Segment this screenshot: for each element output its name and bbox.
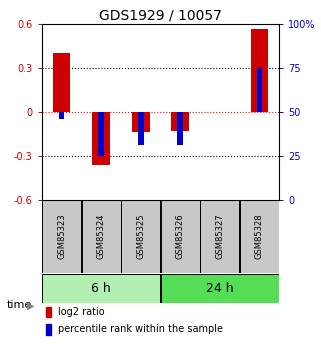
Text: GSM85323: GSM85323 <box>57 214 66 259</box>
Bar <box>47 324 51 335</box>
Text: time: time <box>6 300 32 310</box>
Bar <box>256 68 263 112</box>
Bar <box>42 274 160 303</box>
Title: GDS1929 / 10057: GDS1929 / 10057 <box>99 9 222 23</box>
Bar <box>171 112 189 131</box>
Text: 6 h: 6 h <box>91 282 111 295</box>
Text: GSM85324: GSM85324 <box>97 214 106 259</box>
Text: percentile rank within the sample: percentile rank within the sample <box>58 324 223 334</box>
Bar <box>53 53 70 112</box>
Text: log2 ratio: log2 ratio <box>58 307 105 317</box>
Bar <box>138 112 144 145</box>
Bar <box>92 112 110 165</box>
Bar <box>82 200 121 273</box>
Bar <box>42 200 81 273</box>
Bar <box>161 274 279 303</box>
Text: GSM85326: GSM85326 <box>176 214 185 259</box>
Text: GSM85328: GSM85328 <box>255 214 264 259</box>
Bar <box>132 112 150 132</box>
Text: ▶: ▶ <box>27 300 35 310</box>
Text: GSM85327: GSM85327 <box>215 214 224 259</box>
Bar <box>121 200 160 273</box>
Text: GSM85325: GSM85325 <box>136 214 145 259</box>
Bar <box>251 29 268 112</box>
Bar <box>58 112 65 119</box>
Bar <box>47 307 51 317</box>
Bar <box>200 200 239 273</box>
Text: 24 h: 24 h <box>206 282 234 295</box>
Bar <box>161 200 200 273</box>
Bar <box>98 112 104 156</box>
Bar <box>177 112 183 145</box>
Bar <box>240 200 279 273</box>
